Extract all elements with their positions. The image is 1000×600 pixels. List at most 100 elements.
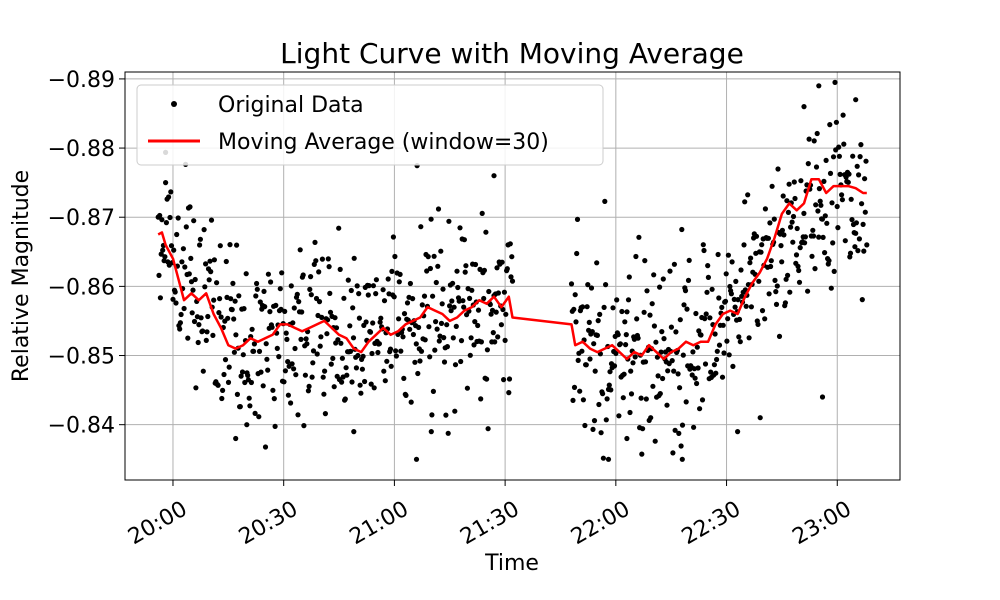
data-point bbox=[768, 263, 774, 270]
data-point bbox=[173, 300, 179, 306]
data-point bbox=[417, 358, 423, 364]
data-point bbox=[600, 455, 607, 461]
data-point bbox=[858, 142, 864, 148]
data-point bbox=[682, 288, 689, 294]
data-point bbox=[187, 204, 193, 210]
data-point bbox=[759, 308, 766, 314]
data-point bbox=[467, 295, 473, 301]
data-point bbox=[758, 249, 764, 255]
data-point bbox=[660, 276, 666, 282]
data-point bbox=[472, 261, 479, 268]
data-point bbox=[787, 289, 793, 295]
data-point bbox=[243, 271, 249, 277]
data-point bbox=[478, 396, 484, 402]
data-point bbox=[853, 220, 860, 226]
data-point bbox=[481, 295, 487, 302]
data-point bbox=[157, 295, 163, 301]
data-point bbox=[498, 322, 504, 328]
legend: Original Data Moving Average (window=30) bbox=[136, 84, 604, 166]
data-point bbox=[769, 183, 775, 189]
data-point bbox=[391, 294, 397, 300]
x-tick-label-22-30: 22:30 bbox=[678, 497, 745, 550]
data-point bbox=[846, 171, 852, 177]
data-point bbox=[413, 456, 420, 462]
data-point bbox=[642, 258, 648, 264]
data-point bbox=[200, 328, 206, 334]
moving-average-line bbox=[157, 177, 867, 361]
data-point bbox=[759, 242, 765, 248]
data-point bbox=[282, 368, 288, 374]
data-point bbox=[768, 258, 774, 264]
data-point bbox=[398, 348, 404, 354]
data-point bbox=[197, 236, 203, 242]
data-point bbox=[189, 310, 195, 316]
data-point bbox=[276, 354, 282, 360]
data-point bbox=[167, 214, 173, 221]
data-point bbox=[815, 208, 821, 214]
data-point bbox=[225, 379, 232, 385]
data-point bbox=[590, 426, 596, 432]
data-point bbox=[217, 296, 223, 302]
data-point bbox=[743, 303, 749, 309]
data-point bbox=[592, 368, 598, 374]
data-point bbox=[698, 332, 704, 338]
data-point bbox=[183, 224, 189, 230]
x-axis-label: Time bbox=[484, 551, 539, 576]
data-point bbox=[681, 302, 687, 308]
data-point bbox=[341, 295, 347, 301]
data-point bbox=[365, 292, 371, 298]
data-point bbox=[805, 288, 811, 294]
data-point bbox=[396, 316, 402, 322]
data-point bbox=[436, 338, 442, 344]
data-point bbox=[826, 258, 832, 264]
data-point bbox=[350, 335, 357, 341]
data-point bbox=[208, 269, 214, 275]
data-point bbox=[830, 154, 837, 160]
data-point bbox=[362, 378, 368, 385]
x-axis-ticks: 20:00 20:30 21:00 21:30 22:00 22:30 23:00 bbox=[124, 480, 856, 550]
data-point bbox=[294, 291, 300, 297]
data-point bbox=[491, 173, 497, 179]
data-point bbox=[805, 161, 811, 167]
data-point bbox=[603, 282, 609, 288]
data-point bbox=[624, 309, 630, 315]
data-point bbox=[382, 378, 388, 384]
data-point bbox=[330, 355, 336, 361]
data-point bbox=[707, 315, 713, 321]
data-point bbox=[220, 387, 226, 393]
data-point bbox=[694, 380, 700, 387]
data-point bbox=[385, 276, 391, 282]
data-point bbox=[829, 200, 835, 206]
data-point bbox=[281, 379, 287, 385]
data-point bbox=[817, 198, 823, 204]
data-point bbox=[774, 283, 780, 289]
data-point bbox=[447, 303, 453, 309]
data-point bbox=[507, 241, 513, 247]
data-point bbox=[785, 209, 792, 215]
data-point bbox=[584, 304, 590, 310]
data-point bbox=[766, 291, 772, 297]
data-point bbox=[736, 316, 743, 322]
data-point bbox=[862, 176, 868, 182]
x-tick-label-23-00: 23:00 bbox=[788, 497, 855, 550]
data-point bbox=[621, 371, 627, 377]
data-point bbox=[439, 301, 445, 307]
data-point bbox=[310, 348, 317, 354]
y-tick-label--0-85: −0.85 bbox=[48, 345, 115, 370]
data-point bbox=[373, 291, 379, 297]
data-point bbox=[434, 326, 440, 332]
data-point bbox=[741, 242, 747, 248]
data-point bbox=[502, 337, 508, 343]
data-point bbox=[818, 202, 824, 208]
data-point bbox=[509, 254, 515, 260]
data-point bbox=[625, 297, 632, 303]
data-point bbox=[611, 363, 618, 369]
data-point bbox=[785, 272, 791, 278]
data-point bbox=[598, 430, 604, 436]
data-point bbox=[400, 334, 406, 340]
data-point bbox=[170, 296, 176, 302]
data-point bbox=[339, 355, 345, 361]
data-point bbox=[204, 329, 210, 335]
data-point bbox=[695, 365, 701, 371]
data-point bbox=[251, 341, 257, 347]
